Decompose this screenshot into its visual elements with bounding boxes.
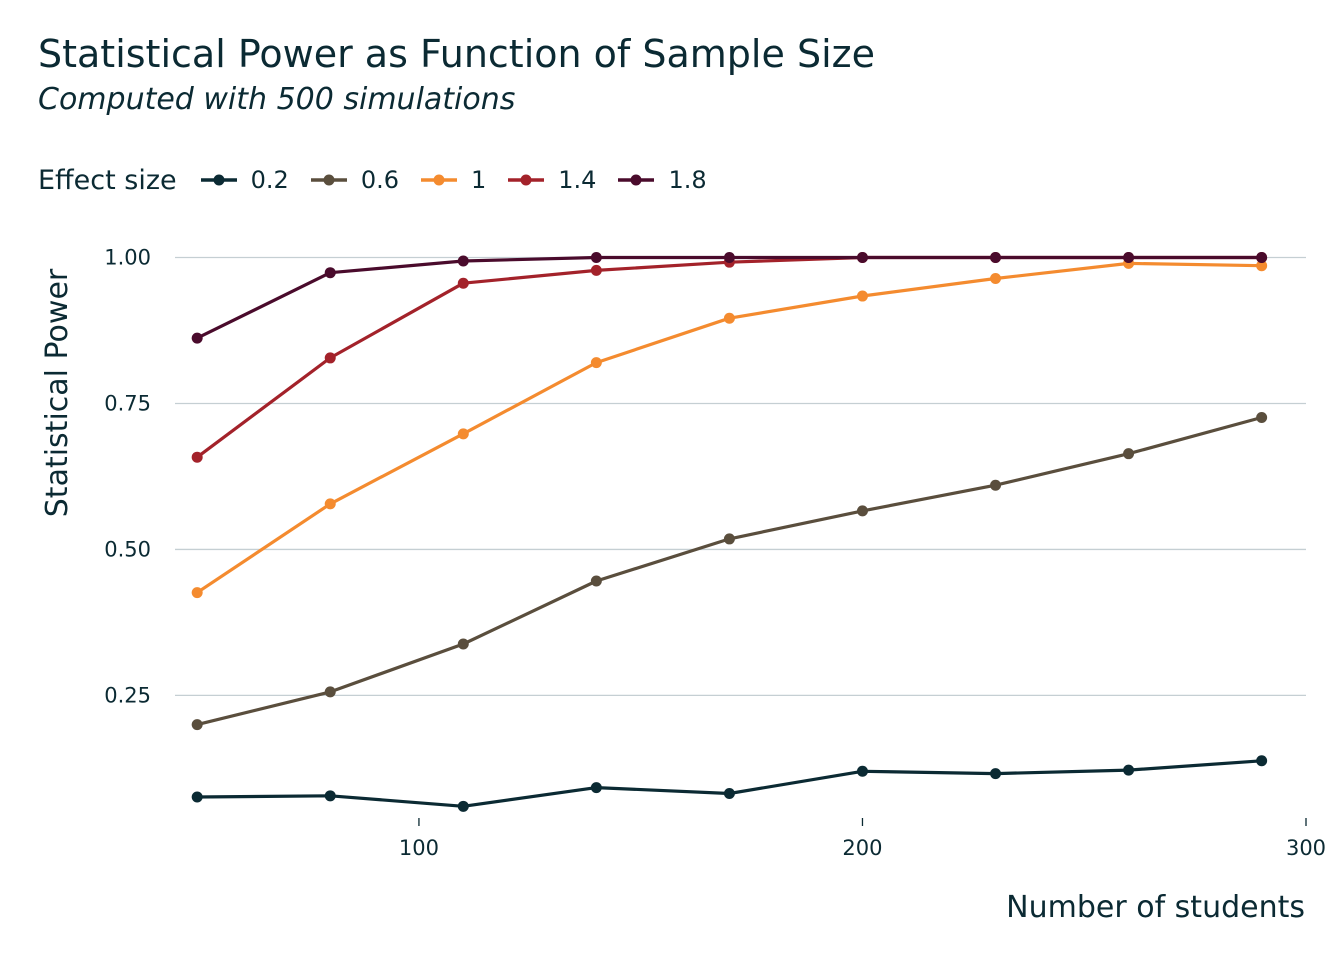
data-point: [1256, 252, 1268, 264]
data-point: [191, 791, 203, 803]
x-tick-label: 100: [399, 836, 439, 860]
y-tick-label: 0.75: [104, 391, 151, 415]
data-point: [856, 765, 868, 777]
series-line: [195, 255, 1264, 340]
legend-key: [200, 174, 237, 186]
legend-item: 1: [419, 166, 486, 194]
chart-title: Statistical Power as Function of Sample …: [38, 32, 875, 76]
legend: Effect size 0.2 0.6 1 1.4 1.8: [38, 160, 727, 200]
data-point: [723, 312, 735, 324]
data-point: [1123, 448, 1135, 460]
data-point: [1256, 411, 1268, 423]
axes: 0.25 0.50 0.75 1.00 100 200 300: [104, 246, 1326, 860]
data-point: [457, 255, 469, 267]
data-point: [590, 264, 602, 276]
legend-label: 1.8: [668, 166, 707, 194]
data-point: [590, 252, 602, 264]
y-axis-title: Statistical Power: [40, 268, 75, 517]
data-point: [324, 790, 336, 802]
series-line: [195, 415, 1264, 727]
data-point: [457, 638, 469, 650]
data-point: [590, 357, 602, 369]
legend-key-point: [433, 174, 445, 186]
legend-label: 0.6: [360, 166, 399, 194]
data-point: [191, 719, 203, 731]
data-point: [324, 686, 336, 698]
data-point: [856, 290, 868, 302]
data-point: [324, 352, 336, 364]
series-0.6: [191, 411, 1268, 731]
y-tick-label: 0.25: [104, 683, 151, 707]
series-1.8: [191, 252, 1268, 344]
chart-subtitle: Computed with 500 simulations: [38, 82, 516, 117]
series-group: [191, 252, 1268, 812]
legend-key-point: [213, 174, 225, 186]
data-point: [324, 267, 336, 279]
legend-item: 1.4: [506, 166, 596, 194]
y-tick-label: 1.00: [104, 246, 151, 270]
data-point: [990, 273, 1002, 285]
x-tick-label: 300: [1286, 836, 1326, 860]
data-point: [856, 252, 868, 264]
data-point: [191, 451, 203, 463]
legend-label: 0.2: [250, 166, 289, 194]
legend-item: 0.6: [309, 166, 399, 194]
legend-key-point: [323, 174, 335, 186]
legend-title: Effect size: [38, 164, 177, 196]
legend-key: [420, 174, 457, 186]
data-point: [324, 498, 336, 510]
data-point: [457, 277, 469, 289]
data-point: [457, 428, 469, 440]
data-point: [990, 479, 1002, 491]
legend-key: [310, 174, 347, 186]
series-line: [195, 759, 1264, 808]
legend-item: 0.2: [199, 166, 289, 194]
data-point: [1256, 260, 1268, 272]
legend-label: 1: [470, 166, 487, 194]
data-point: [1123, 252, 1135, 264]
legend-item: 1.8: [616, 166, 707, 194]
series-0.2: [191, 755, 1268, 812]
series-line: [195, 255, 1264, 459]
data-point: [191, 332, 203, 344]
x-tick-label: 200: [842, 836, 882, 860]
data-point: [1123, 764, 1135, 776]
data-point: [457, 800, 469, 812]
legend-key: [508, 174, 545, 186]
data-point: [1256, 755, 1268, 767]
data-point: [590, 782, 602, 794]
data-point: [856, 505, 868, 517]
data-point: [723, 252, 735, 264]
legend-key-point: [520, 174, 532, 186]
data-point: [990, 768, 1002, 780]
data-point: [590, 575, 602, 587]
legend-key-point: [630, 174, 642, 186]
legend-label: 1.4: [558, 166, 597, 194]
legend-items: 0.2 0.6 1 1.4 1.8: [199, 166, 727, 194]
data-point: [723, 787, 735, 799]
series-1: [191, 257, 1268, 599]
data-point: [990, 252, 1002, 264]
gridlines: [175, 256, 1306, 697]
data-point: [723, 533, 735, 545]
legend-key: [618, 174, 655, 186]
x-axis-title: Number of students: [1006, 890, 1305, 925]
series-1.4: [191, 252, 1268, 463]
data-point: [191, 587, 203, 599]
y-tick-label: 0.50: [104, 537, 151, 561]
